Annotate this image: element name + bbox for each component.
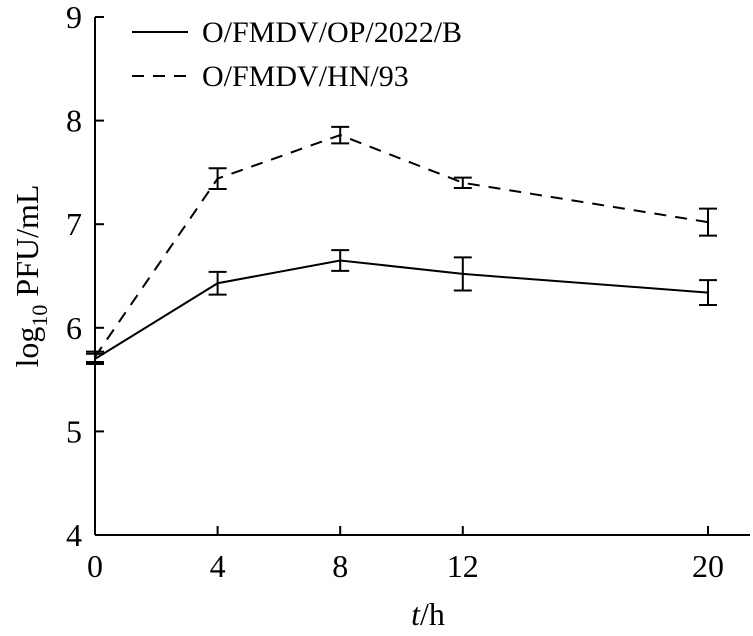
y-ticks: 4 5 6 7 8 9 — [66, 0, 104, 553]
y-tick-label: 9 — [66, 0, 82, 35]
axes — [94, 17, 750, 536]
error-bar — [331, 249, 350, 272]
x-tick-label: 0 — [87, 548, 103, 584]
y-tick-label: 5 — [66, 413, 82, 449]
series-line-2 — [94, 134, 709, 358]
x-tick-label: 8 — [332, 548, 348, 584]
legend: O/FMDV/OP/2022/B O/FMDV/HN/93 — [132, 16, 462, 93]
error-bar — [331, 125, 350, 145]
x-tick-label: 20 — [692, 548, 724, 584]
y-tick-label: 4 — [66, 517, 82, 553]
x-tick-label: 4 — [210, 548, 226, 584]
series-line-1 — [94, 259, 709, 360]
legend-label-1: O/FMDV/OP/2022/B — [202, 16, 462, 49]
y-tick-label: 8 — [66, 103, 82, 139]
error-bar — [208, 167, 227, 190]
error-bar — [453, 256, 472, 292]
error-bar — [86, 350, 104, 363]
error-bar — [453, 176, 472, 189]
legend-label-2: O/FMDV/HN/93 — [202, 60, 409, 93]
y-axis-label: log10 PFU/mL — [9, 185, 52, 368]
y-tick-label: 6 — [66, 310, 82, 346]
error-bar — [699, 207, 717, 237]
x-tick-label: 12 — [447, 548, 479, 584]
error-bar — [699, 279, 717, 307]
error-bar — [208, 270, 227, 296]
series-layer — [86, 125, 717, 366]
x-ticks: 0 4 8 12 20 — [87, 526, 724, 584]
x-axis-label: t/h — [411, 596, 445, 632]
y-tick-label: 7 — [66, 206, 82, 242]
